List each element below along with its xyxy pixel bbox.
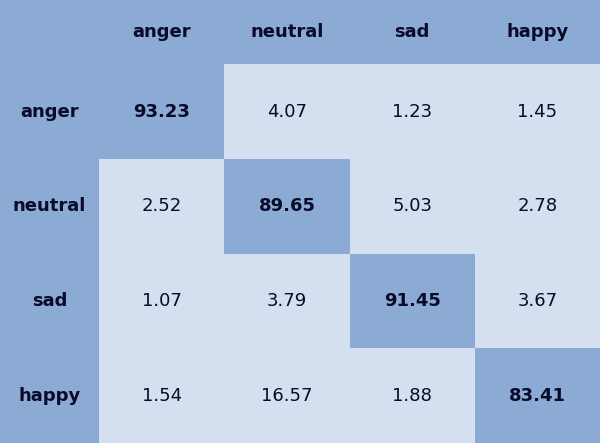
Text: 1.45: 1.45: [517, 103, 557, 120]
Text: sad: sad: [394, 23, 430, 41]
Text: 1.23: 1.23: [392, 103, 432, 120]
Text: 16.57: 16.57: [261, 387, 313, 404]
Text: 4.07: 4.07: [267, 103, 307, 120]
Bar: [99, 64, 224, 159]
Text: 1.88: 1.88: [392, 387, 432, 404]
Text: 91.45: 91.45: [383, 292, 440, 310]
Text: anger: anger: [20, 103, 79, 120]
Text: anger: anger: [133, 23, 191, 41]
Text: happy: happy: [506, 23, 569, 41]
Text: neutral: neutral: [250, 23, 323, 41]
Text: neutral: neutral: [13, 197, 86, 215]
Text: 5.03: 5.03: [392, 197, 432, 215]
Text: 2.78: 2.78: [517, 197, 557, 215]
Text: 83.41: 83.41: [509, 387, 566, 404]
Text: 1.07: 1.07: [142, 292, 182, 310]
Bar: [349, 253, 475, 348]
Text: 3.67: 3.67: [517, 292, 557, 310]
Text: 89.65: 89.65: [259, 197, 316, 215]
Text: 93.23: 93.23: [133, 103, 190, 120]
Text: 2.52: 2.52: [142, 197, 182, 215]
Text: 3.79: 3.79: [267, 292, 307, 310]
Bar: [475, 348, 600, 443]
Bar: [224, 159, 349, 253]
Text: happy: happy: [19, 387, 80, 404]
Bar: [99, 64, 600, 443]
Text: 1.54: 1.54: [142, 387, 182, 404]
Text: sad: sad: [32, 292, 67, 310]
